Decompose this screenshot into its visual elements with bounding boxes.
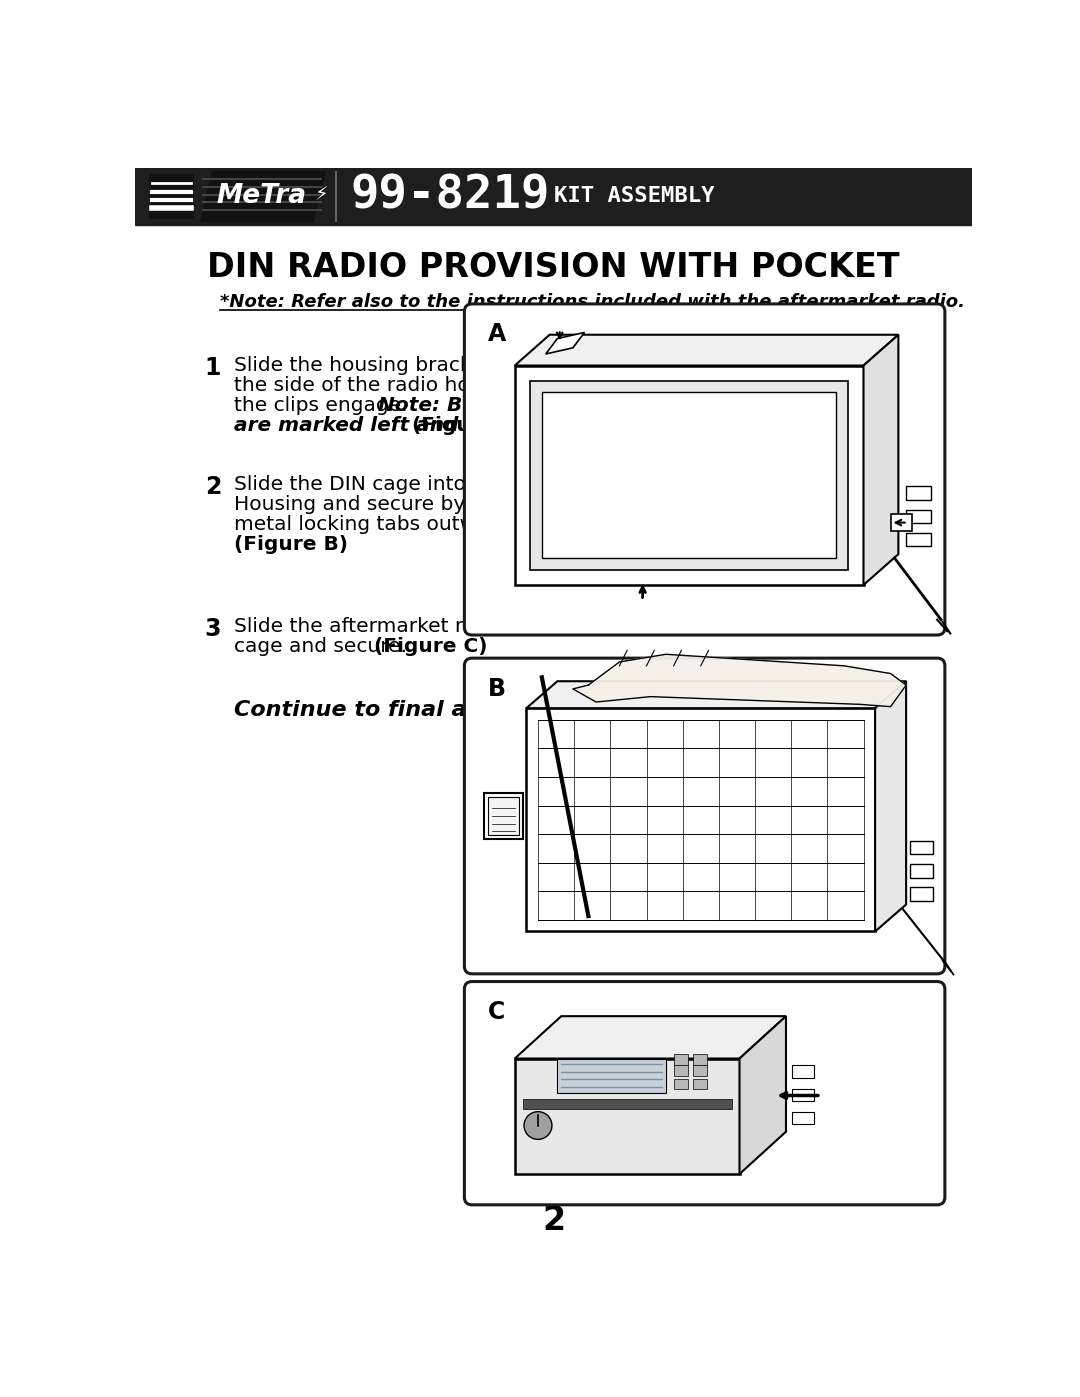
Polygon shape bbox=[875, 682, 906, 932]
Text: Housing and secure by bending the: Housing and secure by bending the bbox=[234, 495, 594, 514]
Bar bbox=[693, 1053, 707, 1065]
Bar bbox=[674, 1053, 688, 1065]
Text: 3: 3 bbox=[205, 616, 221, 641]
Polygon shape bbox=[572, 654, 906, 707]
Bar bbox=[674, 1066, 688, 1076]
Polygon shape bbox=[201, 172, 325, 222]
Text: *Note: Refer also to the instructions included with the aftermarket radio.: *Note: Refer also to the instructions in… bbox=[220, 293, 966, 312]
Bar bbox=[523, 1099, 732, 1109]
Polygon shape bbox=[515, 1016, 786, 1059]
Text: Slide the aftermarket radio into the: Slide the aftermarket radio into the bbox=[234, 616, 591, 636]
Bar bbox=[910, 863, 933, 877]
Text: 99-8219: 99-8219 bbox=[350, 173, 550, 218]
Bar bbox=[335, 172, 337, 222]
Text: B: B bbox=[488, 676, 505, 701]
Bar bbox=[910, 841, 933, 855]
Bar bbox=[891, 514, 913, 531]
Text: C: C bbox=[488, 1000, 504, 1024]
Text: are marked left and right.: are marked left and right. bbox=[234, 416, 536, 436]
Text: Slide the DIN cage into the Radio: Slide the DIN cage into the Radio bbox=[234, 475, 568, 495]
Bar bbox=[793, 1066, 814, 1077]
Bar bbox=[693, 1066, 707, 1076]
Text: ⚡: ⚡ bbox=[314, 184, 328, 204]
Polygon shape bbox=[545, 332, 584, 353]
Polygon shape bbox=[530, 381, 848, 570]
Text: (Figure B): (Figure B) bbox=[234, 535, 348, 555]
Text: Note: Brackets: Note: Brackets bbox=[378, 397, 545, 415]
Text: DIN RADIO PROVISION WITH POCKET: DIN RADIO PROVISION WITH POCKET bbox=[207, 251, 900, 284]
Text: A: A bbox=[488, 323, 505, 346]
Bar bbox=[793, 1112, 814, 1125]
Bar bbox=[557, 1059, 666, 1094]
Bar bbox=[906, 510, 931, 524]
FancyBboxPatch shape bbox=[464, 305, 945, 636]
Bar bbox=[906, 486, 931, 500]
FancyBboxPatch shape bbox=[464, 982, 945, 1204]
Bar bbox=[910, 887, 933, 901]
Bar bbox=[674, 1078, 688, 1090]
Text: metal locking tabs outward.: metal locking tabs outward. bbox=[234, 515, 516, 534]
Text: 1: 1 bbox=[205, 356, 221, 380]
Polygon shape bbox=[542, 393, 836, 557]
Text: Continue to final assembly.: Continue to final assembly. bbox=[234, 700, 576, 719]
Polygon shape bbox=[515, 366, 864, 585]
Bar bbox=[793, 1088, 814, 1101]
Bar bbox=[135, 168, 972, 225]
Polygon shape bbox=[864, 335, 899, 585]
Polygon shape bbox=[526, 708, 875, 932]
Text: cage and secure.: cage and secure. bbox=[234, 637, 414, 655]
Text: (Figure A): (Figure A) bbox=[413, 416, 527, 436]
Text: 2: 2 bbox=[542, 1204, 565, 1236]
Text: 2: 2 bbox=[205, 475, 221, 499]
Circle shape bbox=[524, 1112, 552, 1140]
Bar bbox=[488, 796, 518, 835]
Bar bbox=[149, 173, 194, 219]
Bar bbox=[906, 532, 931, 546]
Polygon shape bbox=[740, 1016, 786, 1173]
Polygon shape bbox=[515, 1059, 740, 1173]
Text: KIT ASSEMBLY: KIT ASSEMBLY bbox=[554, 186, 714, 207]
Text: (Figure C): (Figure C) bbox=[374, 637, 487, 655]
FancyBboxPatch shape bbox=[464, 658, 945, 974]
Bar bbox=[693, 1078, 707, 1090]
Text: the side of the radio housing until: the side of the radio housing until bbox=[234, 376, 576, 395]
Polygon shape bbox=[526, 682, 906, 708]
Polygon shape bbox=[515, 335, 899, 366]
Bar bbox=[484, 793, 523, 840]
Text: Slide the housing brackets onto: Slide the housing brackets onto bbox=[234, 356, 554, 376]
Text: the clips engage.: the clips engage. bbox=[234, 397, 414, 415]
Text: MeTra: MeTra bbox=[216, 183, 307, 210]
